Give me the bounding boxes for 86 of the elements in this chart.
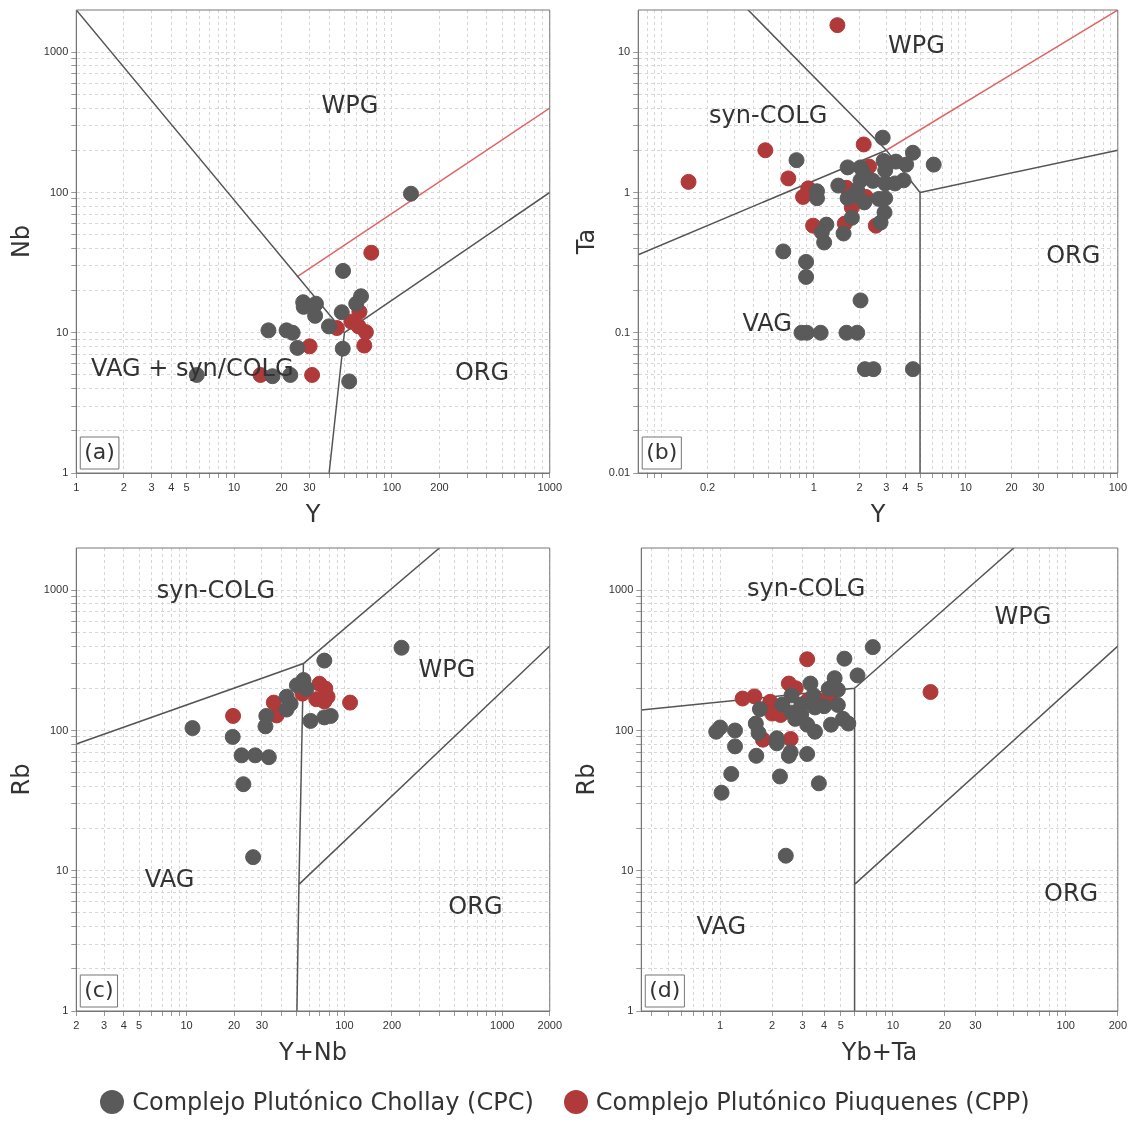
y-axis-title: Rb — [571, 763, 600, 796]
x-tick-label: 2 — [856, 480, 863, 493]
y-axis-title: Ta — [571, 228, 600, 256]
annotation: WPG — [887, 30, 945, 59]
x-tick-label: 5 — [183, 480, 190, 493]
y-tick-label: 1 — [62, 466, 69, 479]
y-tick-label: 1 — [627, 1004, 634, 1017]
x-tick-label: 200 — [430, 480, 449, 493]
y-tick-label: 10 — [56, 863, 69, 876]
x-tick-label: 20 — [227, 1018, 241, 1031]
x-tick-label: 30 — [969, 1018, 982, 1031]
x-tick-label: 30 — [255, 1018, 269, 1031]
y-tick-label: 0.1 — [614, 325, 631, 338]
annotation: syn-COLG — [156, 575, 276, 604]
x-tick-label: 20 — [938, 1018, 952, 1031]
x-tick-label: 5 — [136, 1018, 143, 1031]
y-tick-label: 10 — [56, 325, 69, 338]
x-tick-label: 100 — [335, 1018, 354, 1031]
x-tick-label: 20 — [1005, 480, 1018, 493]
annotation: ORG — [1044, 879, 1099, 908]
annotation: VAG — [696, 911, 747, 940]
x-tick-label: 100 — [1056, 1018, 1075, 1031]
x-tick-label: 2 — [120, 480, 127, 493]
y-tick-label: 100 — [614, 723, 634, 736]
y-tick-label: 1 — [624, 185, 631, 198]
annotation: VAG — [742, 309, 792, 338]
x-tick-label: 10 — [959, 480, 972, 493]
x-tick-label: 10 — [180, 1018, 193, 1031]
x-tick-label: 0.2 — [699, 480, 716, 493]
x-tick-label: 4 — [120, 1018, 127, 1031]
x-tick-label: 1 — [810, 480, 817, 493]
x-axis-title: Yb+Ta — [840, 1037, 918, 1066]
x-tick-label: 4 — [902, 480, 909, 493]
annotation: WPG — [321, 90, 379, 119]
annotation: syn-COLG — [709, 101, 828, 130]
legend-label: Complejo Plutónico Piuquenes (CPP) — [595, 1088, 1030, 1116]
x-tick-label: 2 — [73, 1018, 80, 1031]
y-tick-label: 1000 — [43, 583, 69, 596]
x-tick-label: 1 — [73, 480, 80, 493]
x-tick-label: 3 — [883, 480, 890, 493]
legend-label: Complejo Plutónico Chollay (CPC) — [132, 1088, 534, 1116]
x-tick-label: 4 — [168, 480, 175, 493]
x-tick-label: 3 — [799, 1018, 806, 1031]
x-tick-label: 2 — [769, 1018, 776, 1031]
annotation: (c) — [84, 976, 114, 1002]
x-tick-label: 1 — [717, 1018, 724, 1031]
y-tick-label: 100 — [49, 185, 69, 198]
x-axis-title: Y+Nb — [278, 1037, 347, 1066]
annotation: ORG — [448, 891, 503, 920]
y-tick-label: 10 — [617, 45, 631, 58]
x-tick-label: 20 — [275, 480, 288, 493]
annotation: ORG — [454, 357, 510, 386]
x-tick-label: 200 — [1108, 1018, 1127, 1031]
x-tick-label: 30 — [1032, 480, 1045, 493]
x-tick-label: 100 — [1108, 480, 1127, 493]
x-tick-label: 200 — [382, 1018, 402, 1031]
y-tick-label: 1000 — [608, 583, 634, 596]
x-tick-label: 5 — [916, 480, 924, 493]
x-tick-label: 2000 — [537, 1018, 563, 1031]
annotation: VAG — [144, 864, 195, 893]
annotation: syn-COLG — [747, 573, 866, 602]
x-tick-label: 30 — [303, 480, 316, 493]
x-tick-label: 10 — [886, 1018, 900, 1031]
y-axis-title: Rb — [6, 763, 35, 796]
y-tick-label: 1000 — [43, 45, 69, 58]
annotation: (b) — [646, 438, 678, 464]
y-tick-label: 1 — [62, 1004, 69, 1017]
annotation: WPG — [994, 601, 1052, 630]
y-tick-label: 10 — [621, 863, 634, 876]
annotation: WPG — [418, 655, 476, 684]
x-tick-label: 4 — [821, 1018, 828, 1031]
annotation: ORG — [1046, 240, 1101, 269]
x-tick-label: 5 — [837, 1018, 844, 1031]
annotation: (d) — [649, 976, 681, 1002]
y-tick-label: 0.01 — [608, 466, 631, 479]
x-axis-title: Y — [869, 499, 886, 528]
y-axis-title: Nb — [6, 224, 35, 259]
y-tick-label: 100 — [49, 723, 69, 736]
x-tick-label: 1000 — [490, 1018, 515, 1031]
x-tick-label: 3 — [101, 1018, 108, 1031]
x-tick-label: 100 — [382, 480, 402, 493]
annotation: (a) — [84, 438, 115, 464]
x-tick-label: 1000 — [537, 480, 563, 493]
x-tick-label: 3 — [148, 480, 155, 493]
x-axis-title: Y — [304, 499, 321, 528]
x-tick-label: 10 — [227, 480, 241, 493]
